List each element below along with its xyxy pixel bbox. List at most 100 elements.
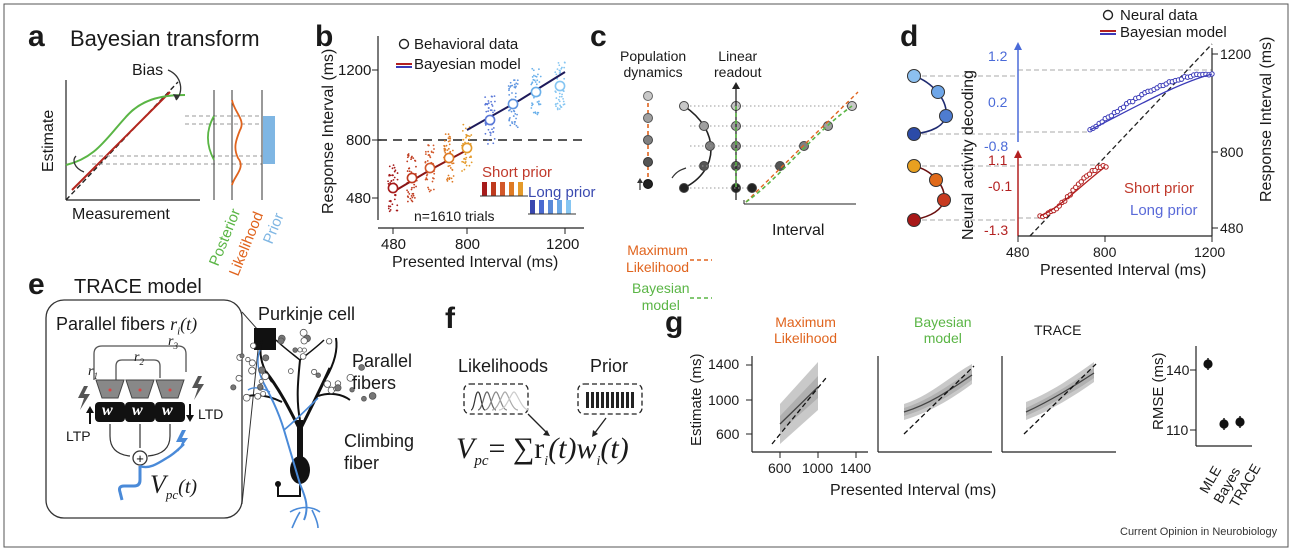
b-xtick-1200: 1200 <box>546 236 580 253</box>
b-trial-dot <box>559 105 562 108</box>
b-trial-dot <box>413 197 416 199</box>
b-trial-dot <box>534 81 537 83</box>
b-mean-circle <box>461 142 473 154</box>
e-r3: r3 <box>168 334 178 351</box>
panel-label-d: d <box>900 20 919 53</box>
b-trial-dot <box>426 160 429 162</box>
a-bias-arrow-low <box>73 155 85 173</box>
b-mean-circle <box>424 162 436 174</box>
b-trial-dot <box>451 169 454 171</box>
g-ytick-600: 600 <box>716 426 740 442</box>
b-trial-dot <box>532 78 535 81</box>
g1-identity <box>771 377 827 445</box>
b-trial-dot <box>536 113 539 116</box>
rmse-ylabel: RMSE (ms) <box>1150 352 1167 431</box>
b-legend-circle <box>398 38 410 50</box>
b-trial-dot <box>492 111 494 114</box>
e-vpc-v: V <box>150 470 166 499</box>
a-xlabel: Measurement <box>72 206 170 223</box>
b-trial-dot <box>508 94 511 96</box>
b-trial-dot <box>534 112 537 115</box>
d-ytick-red-1: 1.1 <box>988 152 1008 168</box>
b-trial-dot <box>463 168 466 171</box>
f-prior-bar <box>626 392 629 408</box>
f-likelihood-bump <box>470 391 486 411</box>
b-trial-dot <box>414 159 416 162</box>
d-short-model <box>1039 166 1106 217</box>
b-trial-dot <box>415 165 417 168</box>
b-trial-dot <box>536 101 539 103</box>
b-trial-dot <box>470 134 473 136</box>
f-eq-sum: = ∑r <box>488 432 545 465</box>
b-trial-dot <box>558 64 561 67</box>
b-trial-dot <box>555 105 557 108</box>
rmse-points <box>1203 358 1245 430</box>
b-trial-dot <box>556 102 559 105</box>
b-trial-dot <box>491 105 494 107</box>
e-zoom-box <box>254 328 276 350</box>
e-vpc: Vpc(t) <box>150 470 197 503</box>
e-pf-dot <box>297 347 303 353</box>
b-trial-dot <box>413 183 416 186</box>
b-trial-dot <box>516 126 519 129</box>
b-trial-dot <box>449 136 452 138</box>
a-posterior-curve <box>207 115 215 161</box>
b-trial-dot <box>531 82 533 85</box>
f-arrowhead <box>543 430 550 436</box>
b-trial-dot <box>487 139 490 142</box>
e-r3-r: r <box>168 334 174 349</box>
lightning-icon-blue <box>176 430 188 452</box>
e-ri-t: (t) <box>180 314 198 334</box>
f-prior-bar <box>606 392 609 408</box>
b-xlabel: Presented Interval (ms) <box>392 254 559 271</box>
g-xtick-1400: 1400 <box>840 460 872 476</box>
c-max-likelihood: Maximum Likelihood <box>626 242 690 275</box>
b-trial-dot <box>464 127 467 130</box>
d-short-point <box>1078 179 1084 185</box>
b-trial-dot <box>415 185 417 188</box>
b-trial-dot <box>555 97 558 99</box>
b-trial-dot <box>451 162 454 165</box>
e-output-axon <box>118 466 142 501</box>
b-short-bar <box>491 182 496 196</box>
b-ytick-800: 800 <box>346 132 372 149</box>
g-xtick-1000: 1000 <box>802 460 834 476</box>
b-trial-dot <box>465 156 468 159</box>
b-trial-dot <box>433 148 435 150</box>
b-trial-dot <box>448 176 451 179</box>
rmse-ytick-140: 140 <box>1166 362 1190 378</box>
b-trial-dot <box>507 85 510 87</box>
b-trial-dot <box>389 209 392 211</box>
c-ml-line <box>745 91 859 203</box>
b-trial-dot <box>451 149 454 152</box>
e-pf-dot <box>260 390 266 397</box>
b-trial-dot <box>389 205 392 208</box>
b-trial-dot <box>509 124 512 127</box>
b-trial-dot <box>558 95 561 98</box>
b-long-bar <box>557 200 562 214</box>
b-trial-dot <box>508 87 511 90</box>
b-trial-dot <box>464 161 467 163</box>
b-trial-dot <box>407 167 410 170</box>
b-mean-circle <box>530 86 542 98</box>
a-mle-line <box>71 91 171 191</box>
f-arrow <box>527 413 549 435</box>
b-trial-dot <box>513 121 516 123</box>
b-trial-dot <box>557 98 560 101</box>
b-trial-dot <box>487 100 490 102</box>
e-inset-box <box>45 299 243 519</box>
f-equation: Vpc= ∑ri(t)wi(t) <box>456 432 629 470</box>
b-trial-dot <box>447 174 450 177</box>
c-node <box>643 179 653 189</box>
b-ntrials: n=1610 trials <box>414 208 495 224</box>
e-ri-r: r <box>170 314 178 334</box>
g2-identity <box>903 365 975 435</box>
d-short-point <box>1103 164 1109 170</box>
b-short-bar <box>482 182 487 196</box>
b-trial-dot <box>387 205 390 208</box>
b-trial-dot <box>490 100 493 103</box>
b-trial-dot <box>509 108 511 111</box>
credit-text: Current Opinion in Neurobiology <box>1120 526 1278 538</box>
b-trial-dot <box>406 189 408 192</box>
b-trial-dot <box>515 124 518 127</box>
